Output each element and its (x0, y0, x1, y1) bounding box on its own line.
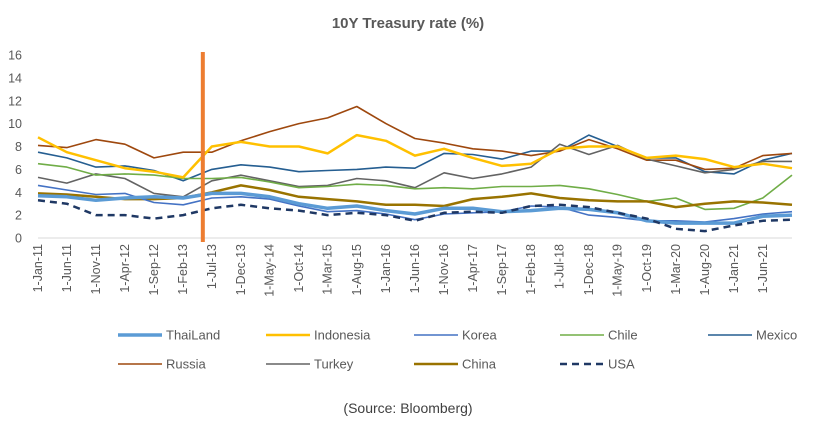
x-tick-label: 1-Nov-11 (89, 244, 103, 295)
x-tick-label: 1-Aug-20 (698, 244, 712, 295)
y-tick-label: 12 (8, 94, 22, 108)
y-tick-label: 2 (15, 209, 22, 223)
x-tick-label: 1-Dec-13 (234, 244, 248, 295)
x-tick-label: 1-Nov-16 (437, 244, 451, 295)
series-line-russia (37, 105, 793, 171)
x-axis: 1-Jan-11 1-Jun-11 1-Nov-11 1-Apr-12 1-Sep-12… (31, 244, 770, 297)
x-tick-label: 1-Oct-14 (292, 244, 306, 293)
series-line-chile (37, 162, 793, 211)
legend-label-mexico: Mexico (756, 328, 797, 343)
series-lines (37, 105, 793, 233)
x-tick-label: 1-Jun-11 (60, 244, 74, 292)
x-tick-label: 1-Dec-18 (582, 244, 596, 295)
series-line-turkey (37, 143, 792, 198)
y-tick-label: 10 (8, 117, 22, 131)
legend-label-china: China (462, 357, 497, 372)
legend-label-korea: Korea (462, 328, 497, 343)
x-tick-label: 1-Aug-15 (350, 244, 364, 295)
series-line-usa (37, 199, 793, 233)
y-axis: 0 2 4 6 8 10 12 14 16 (8, 49, 22, 246)
chart-title: 10Y Treasury rate (%) (332, 15, 484, 32)
x-tick-label: 1-Jan-11 (31, 244, 45, 292)
series-line-mexico (37, 134, 793, 182)
x-tick-label: 1-Jul-13 (205, 244, 219, 289)
y-tick-label: 14 (8, 71, 22, 85)
y-tick-label: 8 (15, 140, 22, 154)
legend: ThaiLand Indonesia Korea Chile Mexico Russia T… (118, 328, 797, 372)
x-tick-label: 1-May-19 (611, 244, 625, 297)
x-tick-label: 1-Jan-16 (379, 244, 393, 293)
y-tick-label: 4 (15, 186, 22, 200)
legend-label-thailand: ThaiLand (166, 328, 220, 343)
legend-label-usa: USA (608, 357, 635, 372)
y-tick-label: 16 (8, 49, 22, 63)
x-tick-label: 1-Jan-21 (727, 244, 741, 293)
source-note: (Source: Bloomberg) (343, 400, 473, 416)
x-tick-label: 1-Sep-12 (147, 244, 161, 295)
x-tick-label: 1-May-14 (263, 244, 277, 297)
x-tick-label: 1-Oct-19 (640, 244, 654, 293)
legend-label-russia: Russia (166, 357, 207, 372)
x-tick-label: 1-Jun-21 (756, 244, 770, 293)
x-tick-label: 1-Mar-15 (321, 244, 335, 295)
line-chart: 10Y Treasury rate (%) 0 2 4 6 8 10 12 14 16 1-Ja… (8, 15, 797, 372)
x-tick-label: 1-Sep-17 (495, 244, 509, 295)
y-tick-label: 0 (15, 232, 22, 246)
legend-label-indonesia: Indonesia (314, 328, 371, 343)
y-tick-label: 6 (15, 163, 22, 177)
x-tick-label: 1-Jul-18 (553, 244, 567, 289)
series-line-indonesia (37, 133, 793, 179)
x-tick-label: 1-Apr-12 (118, 244, 132, 293)
x-tick-label: 1-Apr-17 (466, 244, 480, 293)
x-tick-label: 1-Jun-16 (408, 244, 422, 293)
x-tick-label: 1-Feb-18 (524, 244, 538, 295)
legend-label-turkey: Turkey (314, 357, 354, 372)
series-line-thailand (37, 191, 793, 225)
legend-label-chile: Chile (608, 328, 638, 343)
x-tick-label: 1-Feb-13 (176, 244, 190, 295)
x-tick-label: 1-Mar-20 (669, 244, 683, 295)
